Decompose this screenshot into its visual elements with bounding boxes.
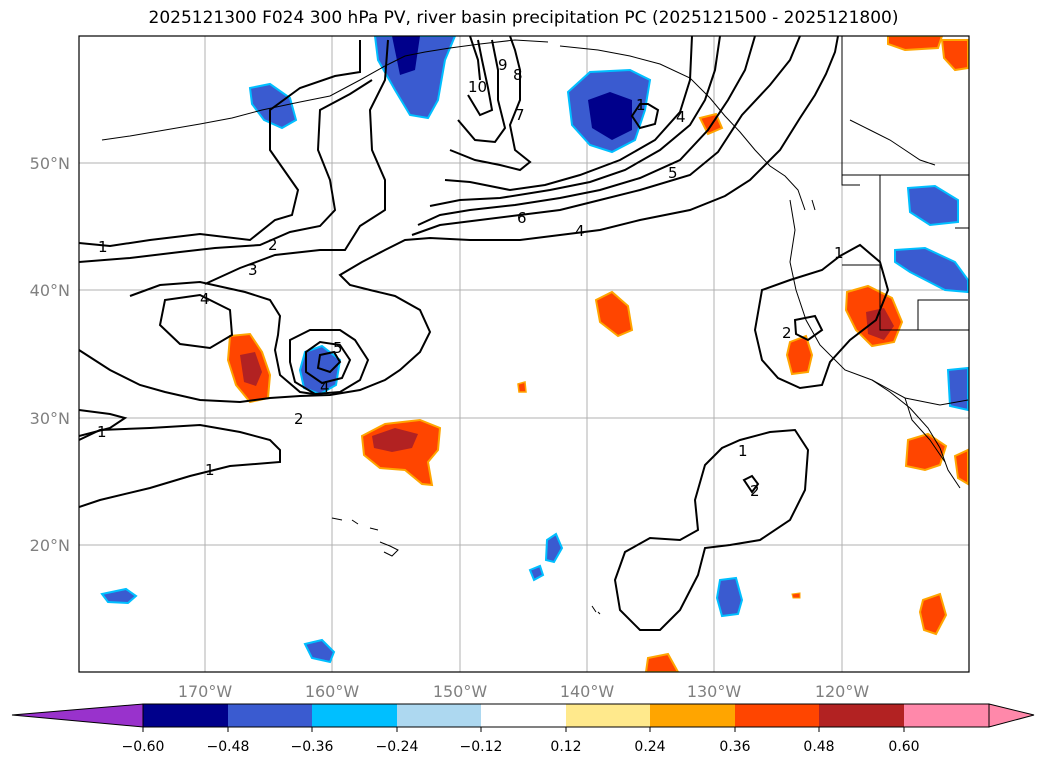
contour-label: 5 (668, 164, 678, 182)
gridlines (79, 36, 969, 672)
colorbar-tick: −0.24 (376, 739, 419, 755)
contour-label: 4 (676, 108, 686, 126)
colorbar-segment (904, 704, 989, 727)
lon-label: 150°W (433, 682, 488, 701)
contour-label: 7 (515, 106, 525, 124)
colorbar-tick: 0.24 (634, 739, 665, 755)
negative-precip-areas (100, 36, 969, 664)
contour-label: 4 (320, 378, 330, 396)
contour-label: 2 (268, 236, 278, 254)
colorbar-tick: −0.12 (460, 739, 503, 755)
lat-label: 20°N (30, 536, 70, 555)
colorbar-tick: 0.48 (803, 739, 834, 755)
contour-label: 10 (468, 78, 487, 96)
colorbar-tick: −0.36 (291, 739, 334, 755)
colorbar-segment (228, 704, 312, 727)
contour-label: 1 (205, 461, 215, 479)
colorbar-extend-min (11, 703, 144, 728)
colorbar: −0.60 −0.48 −0.36 −0.24 −0.12 0.12 0.24 … (11, 703, 1035, 755)
colorbar-segment (566, 704, 650, 727)
contour-label: 1 (98, 238, 108, 256)
contour-label: 1 (636, 96, 646, 114)
colorbar-segment (312, 704, 397, 727)
colorbar-extend-max (988, 703, 1035, 728)
positive-precip-areas (226, 36, 969, 672)
colorbar-segment (397, 704, 481, 727)
lon-label: 120°W (815, 682, 870, 701)
contour-label: 5 (333, 339, 343, 357)
contour-label: 2 (294, 410, 304, 428)
contour-label: 1 (738, 442, 748, 460)
contour-label: 2 (750, 482, 760, 500)
contour-label: 2 (782, 324, 792, 342)
lon-label: 130°W (687, 682, 742, 701)
contour-label: 8 (513, 66, 523, 84)
lat-label: 50°N (30, 154, 70, 173)
contour-label: 6 (517, 209, 527, 227)
contour-labels: 1 2 3 4 5 4 2 1 1 4 6 7 8 9 10 5 4 1 2 1… (97, 56, 844, 500)
colorbar-tick: −0.60 (122, 739, 165, 755)
contour-label: 4 (575, 222, 585, 240)
contour-label: 1 (97, 423, 107, 441)
contour-label: 4 (200, 290, 210, 308)
lat-label: 30°N (30, 409, 70, 428)
colorbar-segment (481, 704, 566, 727)
contour-label: 9 (498, 56, 508, 74)
pv-contours (79, 36, 890, 631)
colorbar-tick: 0.36 (719, 739, 750, 755)
colorbar-segment (143, 704, 228, 727)
lon-label: 160°W (305, 682, 360, 701)
lon-label: 140°W (560, 682, 615, 701)
colorbar-tick: −0.48 (207, 739, 250, 755)
lat-labels: 50°N 40°N 30°N 20°N (30, 154, 70, 555)
lon-labels: 170°W 160°W 150°W 140°W 130°W 120°W (178, 682, 870, 701)
contour-label: 3 (248, 261, 258, 279)
colorbar-segment (650, 704, 735, 727)
map-frame (78, 35, 970, 673)
lon-label: 170°W (178, 682, 233, 701)
colorbar-segment (819, 704, 904, 727)
colorbar-segment (735, 704, 819, 727)
colorbar-tick: 0.60 (888, 739, 919, 755)
map-area (79, 36, 969, 672)
contour-label: 1 (834, 244, 844, 262)
coastlines (101, 36, 969, 615)
lat-label: 40°N (30, 281, 70, 300)
colorbar-tick: 0.12 (550, 739, 581, 755)
map-title: 2025121300 F024 300 hPa PV, river basin … (148, 8, 899, 28)
